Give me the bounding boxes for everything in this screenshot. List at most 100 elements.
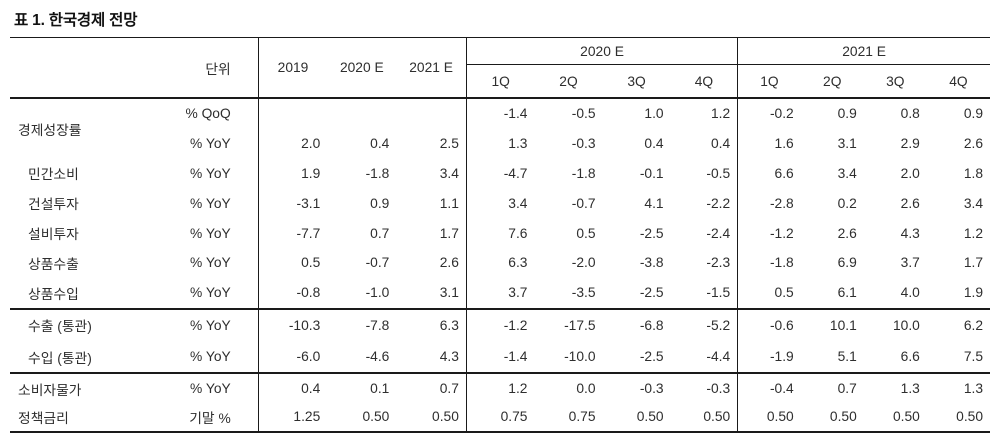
q2021-value-cell: 0.50 bbox=[829, 409, 857, 425]
q2021-value-cell: 0.50 bbox=[956, 409, 983, 425]
unit-cell: % YoY bbox=[150, 307, 259, 341]
unit-cell: % YoY bbox=[190, 255, 231, 271]
q2021-value-cell: 10.1 bbox=[800, 307, 864, 341]
q2021-value-cell: 1.8 bbox=[963, 165, 983, 181]
annual-value-cell: 2.5 bbox=[439, 136, 459, 152]
row-label: 경제성장률 bbox=[18, 122, 82, 138]
q2020-value-cell: -3.8 bbox=[639, 255, 664, 271]
q2021-value-cell: 6.9 bbox=[837, 255, 857, 271]
table-row: 설비투자 % YoY -7.7 0.7 1.7 7.6 0.5 -2.5 -2.4 -1.2 2.6… bbox=[10, 218, 990, 248]
row-label: 수입 (통관) bbox=[28, 350, 92, 366]
annual-value-cell: 0.4 bbox=[370, 136, 390, 152]
q2020-value-cell: -1.2 bbox=[465, 307, 535, 341]
header-group-row: 단위 2019 2020 E 2021 E 2020 E 2021 E bbox=[10, 37, 990, 99]
header-year-2020e: 2020 E bbox=[327, 37, 397, 99]
q2020-value-cell: -0.3 bbox=[670, 372, 738, 403]
q2021-value-cell: 0.9 bbox=[963, 106, 983, 122]
q2020-value-cell: -2.5 bbox=[639, 285, 664, 301]
annual-value-cell: -7.7 bbox=[257, 218, 328, 248]
q2020-value-cell: -1.8 bbox=[571, 165, 596, 181]
q2020-value-cell: 1.0 bbox=[644, 106, 664, 122]
annual-value-cell: -0.7 bbox=[365, 255, 390, 271]
table-row: 정책금리 기말 % 1.25 0.50 0.50 0.75 0.75 0.50 0.50 0.50… bbox=[10, 402, 990, 432]
q2020-value-cell: -3.5 bbox=[571, 285, 596, 301]
unit-cell: % YoY bbox=[190, 225, 231, 241]
annual-value-cell: 0.4 bbox=[257, 372, 328, 403]
table-row: 건설투자 % YoY -3.1 0.9 1.1 3.4 -0.7 4.1 -2.2 -2.8 0.2… bbox=[10, 188, 990, 219]
q2021-value-cell: 4.0 bbox=[900, 285, 920, 301]
q2021-value-cell: 2.6 bbox=[900, 195, 920, 211]
q2020-value-cell: -2.5 bbox=[639, 349, 664, 365]
q2021-value-cell: 2.9 bbox=[900, 136, 920, 152]
annual-value-cell: 0.5 bbox=[257, 247, 328, 278]
q2020-value-cell: 0.75 bbox=[568, 409, 596, 425]
q2021-value-cell: 3.7 bbox=[900, 255, 920, 271]
header-2020-4q: 4Q bbox=[670, 64, 738, 99]
header-2020-2q: 2Q bbox=[534, 64, 603, 99]
q2020-value-cell: 0.4 bbox=[644, 136, 664, 152]
header-2020-3q: 3Q bbox=[602, 64, 671, 99]
annual-value-cell: -1.8 bbox=[365, 165, 390, 181]
header-2021-4q: 4Q bbox=[926, 64, 990, 99]
annual-value-cell: 4.3 bbox=[439, 349, 459, 365]
q2021-value-cell: 6.6 bbox=[737, 158, 801, 189]
header-unit: 단위 bbox=[150, 37, 259, 99]
annual-value-cell: -3.1 bbox=[257, 188, 328, 219]
unit-cell: % YoY bbox=[190, 165, 231, 181]
header-2021-3q: 3Q bbox=[863, 64, 927, 99]
q2020-value-cell: -0.5 bbox=[706, 165, 731, 181]
table-row: 상품수입 % YoY -0.8 -1.0 3.1 3.7 -3.5 -2.5 -1.5 0.5 6.… bbox=[10, 277, 990, 309]
q2021-value-cell: 1.3 bbox=[926, 372, 990, 403]
annual-value-cell: -0.8 bbox=[257, 277, 328, 309]
annual-value-cell bbox=[327, 98, 396, 129]
q2021-value-cell: 1.6 bbox=[737, 128, 801, 159]
unit-cell: % YoY bbox=[190, 195, 231, 211]
table-row: 소비자물가% YoY 0.4 0.1 0.7 1.2 0.0 -0.3 -0.3 -0.4 0.7… bbox=[10, 372, 990, 403]
q2021-value-cell: 2.6 bbox=[837, 225, 857, 241]
q2020-value-cell: -0.7 bbox=[571, 195, 596, 211]
q2021-value-cell: -1.8 bbox=[737, 247, 801, 278]
header-quarter-row: 1Q 2Q 3Q 4Q 1Q 2Q 3Q 4Q bbox=[10, 64, 990, 99]
q2020-value-cell: 3.7 bbox=[465, 277, 535, 309]
annual-value-cell bbox=[396, 98, 466, 129]
annual-value-cell: 1.7 bbox=[439, 225, 459, 241]
q2020-value-cell: -5.2 bbox=[670, 307, 738, 341]
header-group-2021e: 2021 E bbox=[737, 37, 990, 65]
korea-economy-forecast-table: 단위 2019 2020 E 2021 E 2020 E 2021 E 1Q 2… bbox=[10, 37, 990, 433]
table-row: % YoY 2.0 0.4 2.5 1.3 -0.3 0.4 0.4 1.6 3.1 2.9 2.6 bbox=[10, 128, 990, 159]
annual-value-cell: 6.3 bbox=[396, 307, 467, 341]
q2020-value-cell: -2.2 bbox=[706, 195, 731, 211]
q2021-value-cell: 6.1 bbox=[837, 285, 857, 301]
annual-value-cell: 1.25 bbox=[257, 402, 328, 432]
q2020-value-cell: 0.75 bbox=[465, 402, 535, 432]
q2020-value-cell: 0.0 bbox=[534, 372, 603, 403]
q2020-value-cell: -17.5 bbox=[534, 307, 603, 341]
q2020-value-cell: -1.5 bbox=[706, 285, 731, 301]
annual-value-cell: 1.1 bbox=[439, 195, 459, 211]
header-rowlabel-empty bbox=[10, 37, 151, 99]
q2021-value-cell: 2.0 bbox=[900, 165, 920, 181]
q2021-value-cell: 5.1 bbox=[837, 349, 857, 365]
annual-value-cell: 1.9 bbox=[257, 158, 328, 189]
row-label: 소비자물가 bbox=[10, 372, 151, 403]
row-label: 설비투자 bbox=[28, 227, 79, 243]
q2021-value-cell: 1.9 bbox=[963, 285, 983, 301]
unit-cell: % YoY bbox=[150, 372, 259, 403]
q2020-value-cell: 7.6 bbox=[465, 218, 535, 248]
q2020-value-cell: -10.0 bbox=[564, 349, 596, 365]
q2020-value-cell: -2.4 bbox=[706, 225, 731, 241]
q2021-value-cell: 0.50 bbox=[737, 402, 801, 432]
annual-value-cell: 0.9 bbox=[370, 195, 390, 211]
q2021-value-cell: 4.3 bbox=[900, 225, 920, 241]
q2020-value-cell: 4.1 bbox=[644, 195, 664, 211]
annual-value-cell bbox=[257, 98, 328, 129]
q2020-value-cell: -4.7 bbox=[465, 158, 535, 189]
q2021-value-cell: 10.0 bbox=[863, 307, 927, 341]
q2021-value-cell: 0.50 bbox=[892, 409, 920, 425]
q2021-value-cell: 0.7 bbox=[800, 372, 864, 403]
q2021-value-cell: 0.2 bbox=[837, 195, 857, 211]
annual-value-cell: 0.7 bbox=[396, 372, 467, 403]
annual-value-cell: -6.0 bbox=[257, 340, 328, 374]
q2020-value-cell: -2.3 bbox=[706, 255, 731, 271]
